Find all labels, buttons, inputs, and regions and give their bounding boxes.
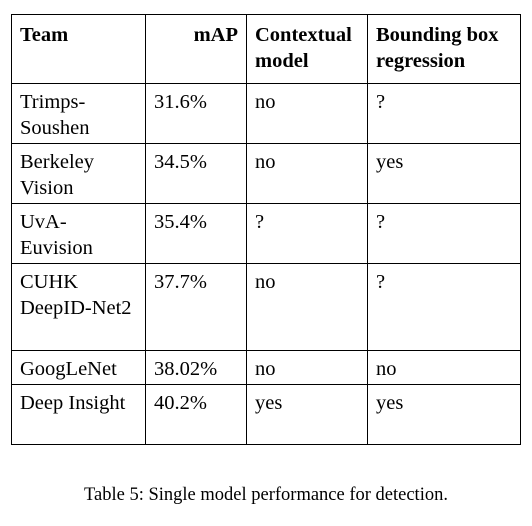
table-row: Trimps-Soushen 31.6% no ?: [11, 83, 521, 144]
cell-contextual: no: [246, 350, 368, 385]
header-map: mAP: [145, 14, 247, 84]
table-header-row: Team mAP Contextual model Bounding box r…: [11, 14, 521, 84]
cell-contextual: no: [246, 143, 368, 204]
table-row: Berkeley Vision 34.5% no yes: [11, 143, 521, 204]
table-row: Deep Insight 40.2% yes yes: [11, 384, 521, 445]
table-caption: Table 5: Single model performance for de…: [84, 485, 448, 505]
cell-bbox: ?: [367, 263, 521, 351]
detection-results-table: Team mAP Contextual model Bounding box r…: [11, 14, 521, 445]
header-team: Team: [11, 14, 146, 84]
header-bounding-box-regression: Bounding box regression: [367, 14, 521, 84]
cell-contextual: ?: [246, 203, 368, 264]
cell-team: Berkeley Vision: [11, 143, 146, 204]
cell-map: 35.4%: [145, 203, 247, 264]
cell-bbox: ?: [367, 83, 521, 144]
cell-map: 34.5%: [145, 143, 247, 204]
cell-team: Trimps-Soushen: [11, 83, 146, 144]
results-table-container: Team mAP Contextual model Bounding box r…: [11, 14, 521, 445]
table-row: UvA-Euvision 35.4% ? ?: [11, 203, 521, 264]
cell-map: 37.7%: [145, 263, 247, 351]
table-row: GoogLeNet 38.02% no no: [11, 350, 521, 385]
cell-bbox: no: [367, 350, 521, 385]
table-row: CUHK DeepID-Net2 37.7% no ?: [11, 263, 521, 351]
cell-team: Deep Insight: [11, 384, 146, 445]
cell-bbox: ?: [367, 203, 521, 264]
header-contextual-model: Contextual model: [246, 14, 368, 84]
cell-team: GoogLeNet: [11, 350, 146, 385]
cell-contextual: no: [246, 263, 368, 351]
cell-bbox: yes: [367, 384, 521, 445]
cell-team: CUHK DeepID-Net2: [11, 263, 146, 351]
cell-map: 38.02%: [145, 350, 247, 385]
cell-contextual: yes: [246, 384, 368, 445]
cell-contextual: no: [246, 83, 368, 144]
cell-bbox: yes: [367, 143, 521, 204]
cell-map: 40.2%: [145, 384, 247, 445]
cell-map: 31.6%: [145, 83, 247, 144]
cell-team: UvA-Euvision: [11, 203, 146, 264]
